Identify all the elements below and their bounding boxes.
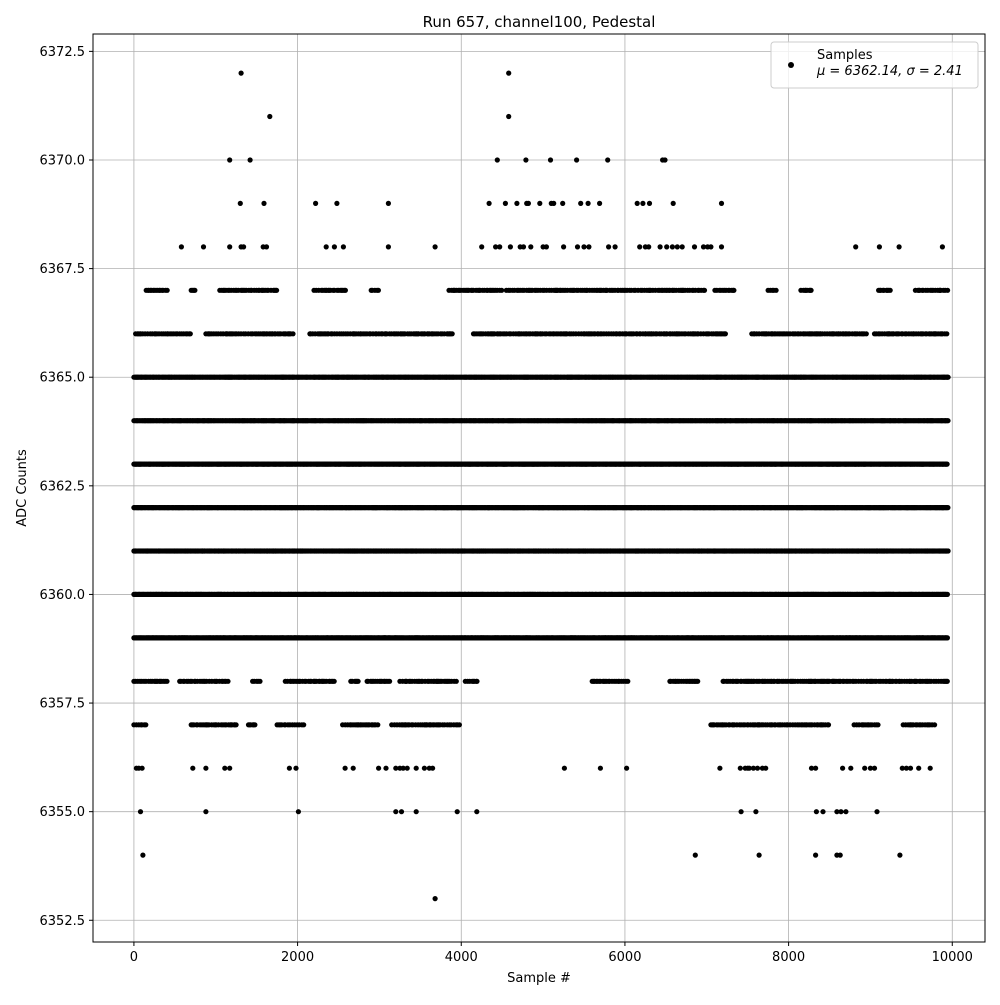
data-point <box>945 592 950 597</box>
data-point <box>945 505 950 510</box>
data-point <box>945 635 950 640</box>
data-point <box>946 548 951 553</box>
data-point <box>945 462 950 467</box>
